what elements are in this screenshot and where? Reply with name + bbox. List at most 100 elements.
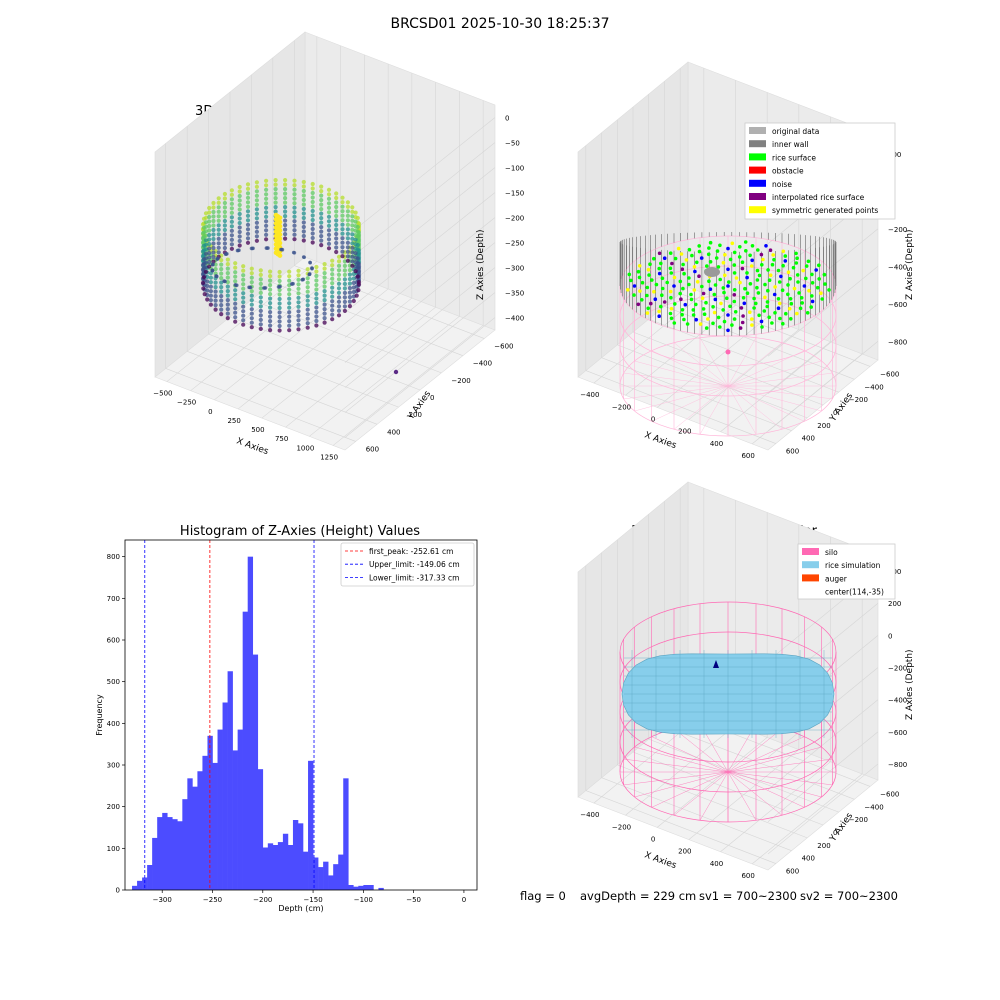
class-point (707, 246, 711, 250)
class-point (759, 319, 764, 324)
data-point (296, 327, 301, 332)
data-point (275, 243, 281, 249)
data-point (210, 268, 215, 273)
silo-floor-line (634, 746, 729, 773)
data-point (356, 252, 361, 257)
legend-swatch (749, 193, 766, 200)
data-point (211, 232, 216, 237)
y-tick-label: 0 (833, 409, 837, 417)
class-point (776, 297, 781, 301)
data-point (326, 187, 332, 192)
legend-label: auger (825, 574, 848, 583)
histogram-bar (152, 837, 158, 890)
data-point (210, 269, 215, 273)
data-point (356, 265, 361, 270)
data-point (273, 237, 279, 243)
data-point (222, 236, 227, 242)
data-point (292, 205, 297, 210)
class-point (704, 300, 708, 305)
class-point (771, 253, 775, 257)
data-point (237, 184, 242, 190)
data-point (292, 237, 297, 242)
data-point (326, 237, 332, 242)
data-point (214, 274, 218, 278)
data-point (273, 200, 278, 205)
data-point (277, 319, 282, 324)
histogram-bar (167, 817, 173, 890)
data-point (264, 219, 269, 224)
class-point (805, 311, 810, 315)
class-point (700, 296, 705, 301)
class-point (701, 307, 706, 311)
data-point (353, 255, 358, 260)
data-point (356, 274, 361, 279)
data-point (305, 307, 310, 312)
data-point (211, 254, 216, 260)
data-point (355, 274, 360, 279)
grid-line (767, 602, 879, 694)
class-point (755, 285, 759, 290)
data-point (207, 232, 212, 238)
data-point (345, 200, 350, 205)
class-point (689, 297, 694, 302)
class-point (716, 315, 721, 320)
data-point (235, 248, 240, 253)
floor-pane (577, 706, 879, 871)
data-point (296, 286, 301, 291)
data-point (273, 246, 279, 251)
silo-ring (619, 691, 837, 793)
data-point (258, 299, 263, 304)
class-point (786, 283, 790, 287)
data-point (205, 238, 210, 244)
y-tick-label: −200 (849, 396, 868, 404)
data-point (342, 254, 347, 259)
data-point (210, 268, 215, 273)
data-point (356, 250, 362, 256)
data-point (345, 231, 350, 236)
data-point (310, 208, 315, 214)
data-point (342, 259, 347, 264)
data-point (219, 267, 224, 272)
grid-line (214, 279, 365, 401)
class-point (692, 288, 697, 292)
data-point (237, 225, 242, 230)
data-point (305, 267, 310, 272)
data-point (356, 239, 361, 244)
data-point (205, 292, 210, 298)
data-point (207, 241, 212, 247)
data-point (222, 205, 227, 210)
class-point (726, 313, 730, 317)
data-point (207, 259, 212, 265)
data-point (229, 237, 234, 242)
data-point (347, 295, 352, 300)
data-point (319, 243, 324, 248)
data-point (245, 222, 251, 227)
data-point (292, 196, 297, 201)
data-point (283, 191, 288, 196)
y-tick-label: 300 (107, 762, 120, 770)
data-point (351, 244, 356, 250)
silo-floor-line (651, 385, 729, 422)
data-point (345, 209, 350, 214)
data-point (205, 297, 210, 302)
data-point (249, 307, 254, 312)
silo-floor-line (727, 771, 822, 798)
data-point (222, 218, 227, 224)
class-point (767, 315, 771, 320)
class-point (827, 288, 831, 292)
grid-line (261, 297, 413, 419)
data-point (356, 279, 361, 284)
data-point (219, 276, 224, 281)
legend-box (340, 542, 475, 587)
data-point (201, 263, 206, 269)
class-point (750, 244, 755, 248)
class-point (714, 270, 719, 274)
data-point (322, 271, 327, 276)
data-point (277, 240, 283, 246)
data-point (301, 206, 306, 212)
data-point (314, 287, 319, 292)
class-point (645, 293, 649, 298)
auger-marker (713, 660, 719, 668)
silo-floor-line (727, 728, 783, 773)
